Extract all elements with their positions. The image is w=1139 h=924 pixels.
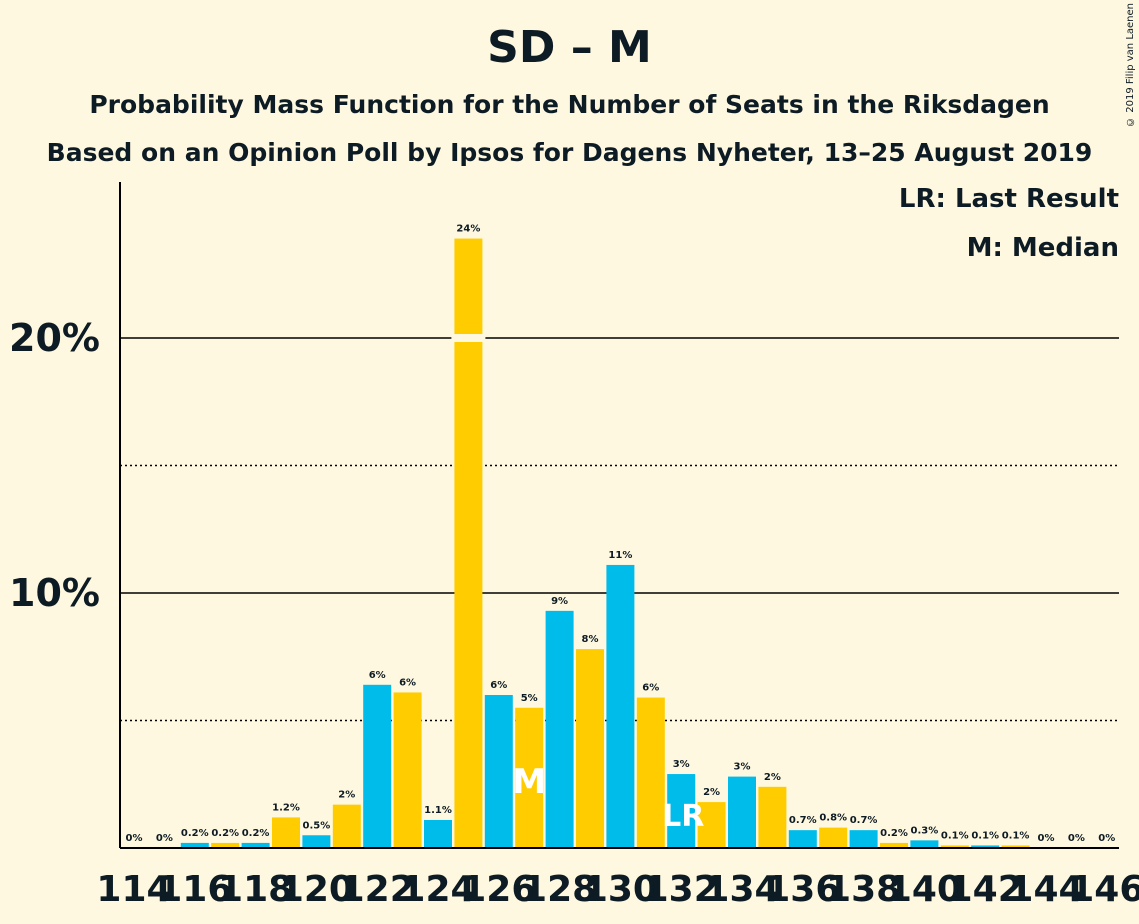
- x-tick-label: 138: [826, 869, 901, 910]
- y-tick-label: 10%: [9, 571, 100, 615]
- data-label: 5%: [521, 693, 538, 704]
- data-label: 0.8%: [819, 813, 847, 824]
- bar-seat-143: [1001, 845, 1030, 848]
- bar-seat-123: [393, 692, 422, 848]
- data-label: 0.7%: [850, 815, 878, 826]
- data-label: 0%: [1068, 833, 1085, 844]
- data-label: 0.5%: [303, 820, 331, 831]
- data-label: 0.1%: [971, 830, 999, 841]
- bar-seat-119: [272, 817, 300, 848]
- bar-seat-136: [788, 830, 817, 848]
- bar-seat-120: [302, 835, 331, 848]
- bar-seat-129: [576, 649, 604, 848]
- data-label: 0.2%: [181, 828, 209, 839]
- x-tick-label: 118: [218, 869, 293, 910]
- x-tick-label: 136: [765, 869, 840, 910]
- x-tick-label: 142: [948, 869, 1023, 910]
- legend-median: M: Median: [966, 233, 1119, 263]
- data-label: 0.1%: [1002, 830, 1030, 841]
- data-label: 3%: [673, 759, 690, 770]
- data-label: 3%: [734, 762, 751, 773]
- data-label: 0%: [1098, 833, 1115, 844]
- data-label: 1.1%: [424, 805, 452, 816]
- data-label: 0.3%: [911, 825, 939, 836]
- data-label: 0%: [126, 833, 143, 844]
- x-tick-label: 114: [96, 869, 171, 910]
- bar-seat-130: [606, 564, 635, 848]
- data-label: 1.2%: [272, 802, 300, 813]
- x-tick-label: 132: [644, 869, 719, 910]
- bar-seat-118: [241, 842, 270, 848]
- bar-seat-122: [363, 684, 392, 848]
- data-label: 0.1%: [941, 830, 969, 841]
- bar-seat-132: [667, 774, 696, 848]
- bar-seat-138: [849, 830, 878, 848]
- median-marker: M: [512, 762, 546, 802]
- data-label: 0.2%: [211, 828, 239, 839]
- bar-seat-128: [545, 610, 574, 848]
- bar-seat-133: [697, 802, 726, 848]
- data-label: 6%: [490, 680, 507, 691]
- data-label: 6%: [399, 677, 416, 688]
- x-tick-label: 140: [887, 869, 962, 910]
- data-label: 0.2%: [242, 828, 270, 839]
- legend-last-result: LR: Last Result: [898, 184, 1119, 214]
- x-tick-label: 134: [704, 869, 779, 910]
- bar-seat-121: [332, 804, 361, 848]
- bar-seat-135: [758, 786, 787, 848]
- x-tick-label: 144: [1008, 869, 1083, 910]
- bar-seat-125: [454, 238, 483, 849]
- bar-seat-131: [636, 697, 665, 848]
- x-tick-label: 126: [461, 869, 536, 910]
- bar-seat-141: [940, 845, 969, 848]
- data-label: 6%: [642, 683, 659, 694]
- x-tick-label: 120: [279, 869, 354, 910]
- data-label: 24%: [456, 224, 480, 235]
- x-tick-label: 116: [157, 869, 232, 910]
- bar-seat-117: [211, 842, 240, 848]
- bar-seat-134: [728, 776, 756, 848]
- x-tick-label: 146: [1069, 869, 1139, 910]
- data-label: 9%: [551, 596, 568, 607]
- bar-seat-137: [819, 827, 848, 848]
- data-label: 0.7%: [789, 815, 817, 826]
- data-label: 8%: [582, 634, 599, 645]
- x-tick-label: 130: [583, 869, 658, 910]
- chart-title: SD – M: [487, 22, 652, 73]
- chart-subtitle: Probability Mass Function for the Number…: [89, 90, 1050, 119]
- bar-seat-126: [484, 695, 513, 848]
- data-label: 0%: [156, 833, 173, 844]
- gridline-gap: [451, 334, 486, 342]
- data-label: 11%: [608, 550, 632, 561]
- x-tick-label: 128: [522, 869, 597, 910]
- data-label: 0.2%: [880, 828, 908, 839]
- bar-seat-139: [880, 842, 908, 848]
- data-label: 2%: [338, 790, 355, 801]
- last-result-marker: LR: [662, 799, 704, 834]
- y-tick-label: 20%: [9, 316, 100, 360]
- x-tick-label: 122: [340, 869, 415, 910]
- x-tick-label: 124: [400, 869, 475, 910]
- data-label: 2%: [703, 787, 720, 798]
- bar-seat-124: [424, 819, 452, 848]
- bar-seat-127: [515, 707, 544, 848]
- bar-seat-142: [971, 845, 1000, 848]
- data-label: 0%: [1038, 833, 1055, 844]
- data-label: 2%: [764, 772, 781, 783]
- chart-subtitle-poll-info: Based on an Opinion Poll by Ipsos for Da…: [46, 138, 1093, 167]
- data-label: 6%: [369, 670, 386, 681]
- bar-seat-116: [180, 842, 209, 848]
- bar-seat-140: [910, 840, 939, 848]
